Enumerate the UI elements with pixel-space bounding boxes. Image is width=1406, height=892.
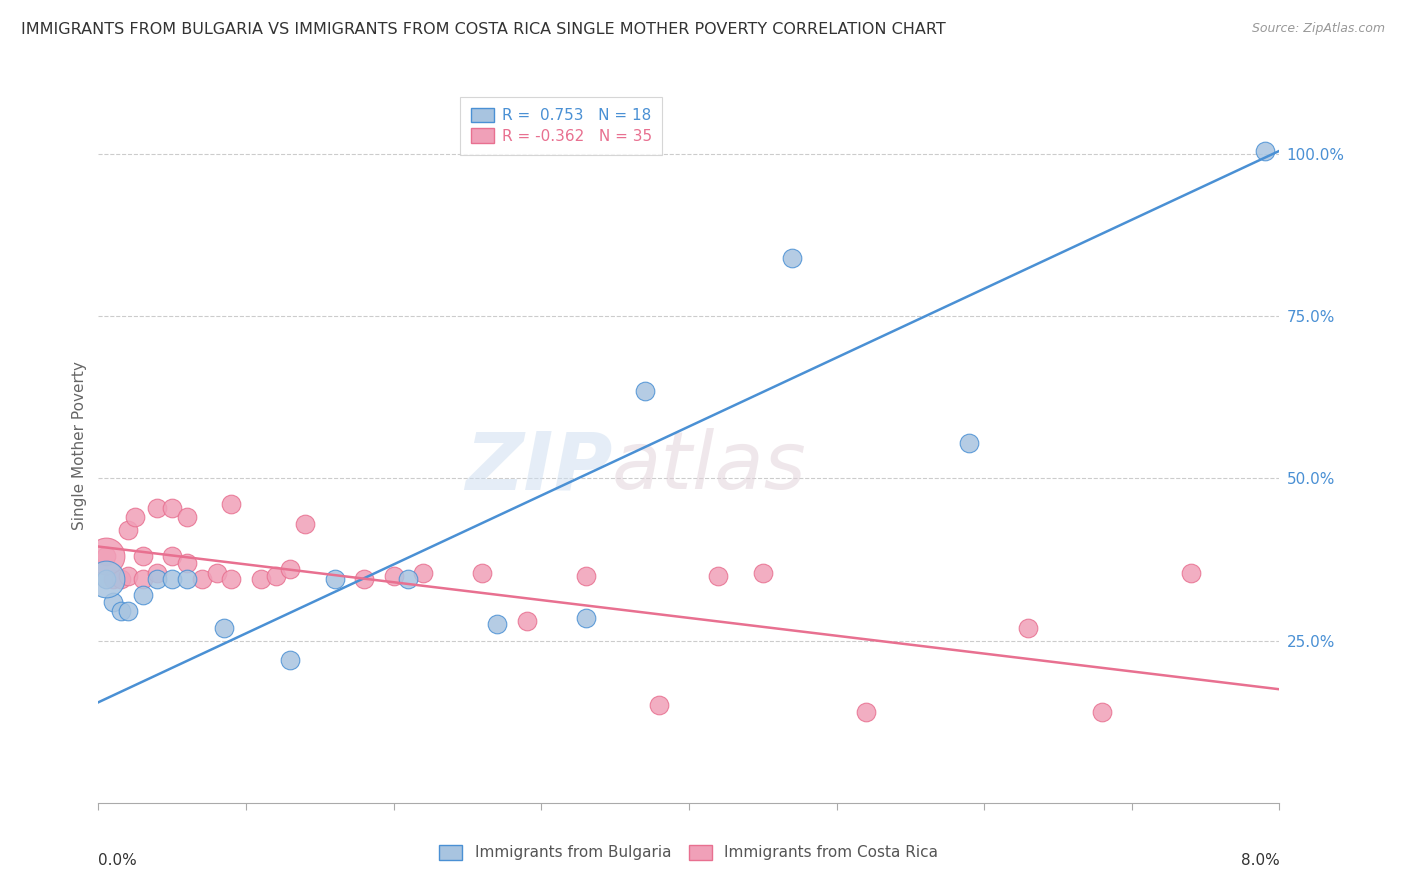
Point — [146, 572, 169, 586]
Point — [176, 556, 198, 570]
Point — [1091, 705, 1114, 719]
Point — [323, 572, 346, 586]
Point — [117, 604, 139, 618]
Point — [212, 621, 235, 635]
Point — [103, 572, 125, 586]
Point — [94, 549, 117, 564]
Text: 0.0%: 0.0% — [98, 853, 138, 868]
Point — [219, 572, 242, 586]
Text: ZIP: ZIP — [465, 428, 612, 507]
Point — [117, 568, 139, 582]
Point — [176, 572, 198, 586]
Point — [412, 566, 434, 580]
Point — [146, 500, 169, 515]
Point — [396, 572, 419, 586]
Point — [1254, 144, 1277, 158]
Point — [191, 572, 214, 586]
Point — [264, 568, 287, 582]
Point — [957, 435, 980, 450]
Point — [855, 705, 877, 719]
Point — [117, 524, 139, 538]
Point — [176, 510, 198, 524]
Point — [103, 595, 125, 609]
Point — [751, 566, 773, 580]
Point — [1180, 566, 1202, 580]
Point — [146, 566, 169, 580]
Point — [294, 516, 316, 531]
Y-axis label: Single Mother Poverty: Single Mother Poverty — [72, 361, 87, 531]
Point — [219, 497, 242, 511]
Point — [94, 572, 117, 586]
Point — [485, 617, 508, 632]
Point — [278, 562, 302, 576]
Point — [162, 549, 183, 564]
Text: Source: ZipAtlas.com: Source: ZipAtlas.com — [1251, 22, 1385, 36]
Text: atlas: atlas — [612, 428, 807, 507]
Point — [132, 588, 155, 602]
Point — [162, 500, 183, 515]
Point — [94, 549, 117, 564]
Legend: Immigrants from Bulgaria, Immigrants from Costa Rica: Immigrants from Bulgaria, Immigrants fro… — [433, 838, 945, 866]
Text: IMMIGRANTS FROM BULGARIA VS IMMIGRANTS FROM COSTA RICA SINGLE MOTHER POVERTY COR: IMMIGRANTS FROM BULGARIA VS IMMIGRANTS F… — [21, 22, 946, 37]
Text: 8.0%: 8.0% — [1240, 853, 1279, 868]
Point — [132, 549, 155, 564]
Point — [162, 572, 183, 586]
Point — [353, 572, 375, 586]
Point — [471, 566, 494, 580]
Point — [782, 251, 804, 265]
Point — [132, 572, 155, 586]
Point — [205, 566, 228, 580]
Point — [382, 568, 405, 582]
Point — [574, 568, 596, 582]
Point — [515, 614, 537, 628]
Point — [124, 510, 146, 524]
Point — [707, 568, 730, 582]
Point — [110, 572, 132, 586]
Point — [250, 572, 273, 586]
Point — [94, 572, 117, 586]
Point — [110, 604, 132, 618]
Point — [648, 698, 671, 713]
Point — [1017, 621, 1039, 635]
Point — [633, 384, 655, 398]
Point — [574, 611, 596, 625]
Point — [278, 653, 302, 667]
